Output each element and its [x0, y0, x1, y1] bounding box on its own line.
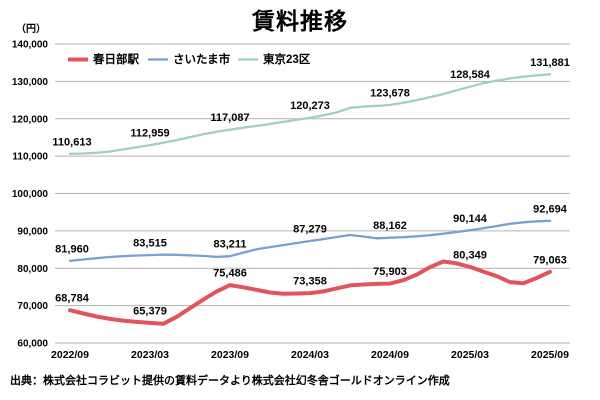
y-tick-label: 60,000: [17, 339, 48, 350]
x-tick-label: 2024/03: [291, 349, 329, 361]
legend-label: 東京23区: [263, 52, 311, 66]
x-tick-label: 2024/09: [371, 349, 409, 361]
x-tick-label: 2022/09: [51, 349, 89, 361]
legend-item-さいたま市: さいたま市: [148, 52, 231, 66]
x-tick-label: 2023/03: [131, 349, 169, 361]
x-tick-label: 2025/03: [451, 349, 489, 361]
data-label: 131,881: [530, 57, 570, 69]
series-line-東京23区: [68, 73, 552, 155]
series-line-春日部駅: [68, 259, 552, 326]
y-tick-label: 80,000: [17, 264, 48, 275]
data-label: 83,211: [213, 239, 246, 251]
data-label: 83,515: [133, 238, 167, 250]
y-tick-label: 100,000: [12, 189, 49, 200]
y-axis-unit-label: （円）: [16, 24, 46, 35]
legend-label: さいたま市: [173, 52, 231, 66]
chart-title: 賃料推移: [252, 8, 348, 34]
data-label: 81,960: [55, 243, 89, 255]
data-label: 110,613: [52, 136, 91, 148]
y-tick-label: 130,000: [12, 77, 49, 88]
data-label: 80,349: [453, 249, 487, 261]
source-note: 出典：株式会社コラビット提供の賃料データより株式会社幻冬舎ゴールドオンライン作成: [10, 375, 450, 387]
data-label: 128,584: [450, 69, 491, 81]
x-tick-label: 2023/09: [211, 349, 249, 361]
y-tick-label: 110,000: [12, 152, 48, 163]
y-tick-label: 70,000: [17, 301, 48, 312]
legend-item-春日部駅: 春日部駅: [68, 52, 139, 66]
data-label: 112,959: [130, 128, 169, 140]
legend-label: 春日部駅: [93, 52, 139, 66]
data-label: 123,678: [370, 88, 410, 100]
legend-item-東京23区: 東京23区: [238, 52, 311, 66]
y-tick-label: 90,000: [17, 226, 48, 237]
data-label: 75,486: [213, 268, 247, 280]
data-label: 92,694: [533, 203, 568, 215]
data-label: 75,903: [373, 266, 407, 278]
data-label: 79,063: [533, 254, 567, 266]
data-label: 73,358: [293, 276, 327, 288]
legend: 春日部駅 さいたま市 東京23区: [68, 52, 311, 66]
y-tick-label: 120,000: [12, 114, 49, 125]
data-label: 87,279: [293, 224, 327, 236]
data-label: 65,379: [133, 305, 167, 317]
data-label: 88,162: [373, 220, 407, 232]
data-label: 90,144: [453, 213, 488, 225]
data-label: 117,087: [210, 112, 249, 124]
series-line-さいたま市: [68, 219, 552, 263]
y-tick-label: 140,000: [12, 40, 49, 51]
x-tick-label: 2025/09: [531, 349, 569, 361]
data-label: 120,273: [290, 100, 330, 112]
data-label: 68,784: [55, 293, 90, 305]
